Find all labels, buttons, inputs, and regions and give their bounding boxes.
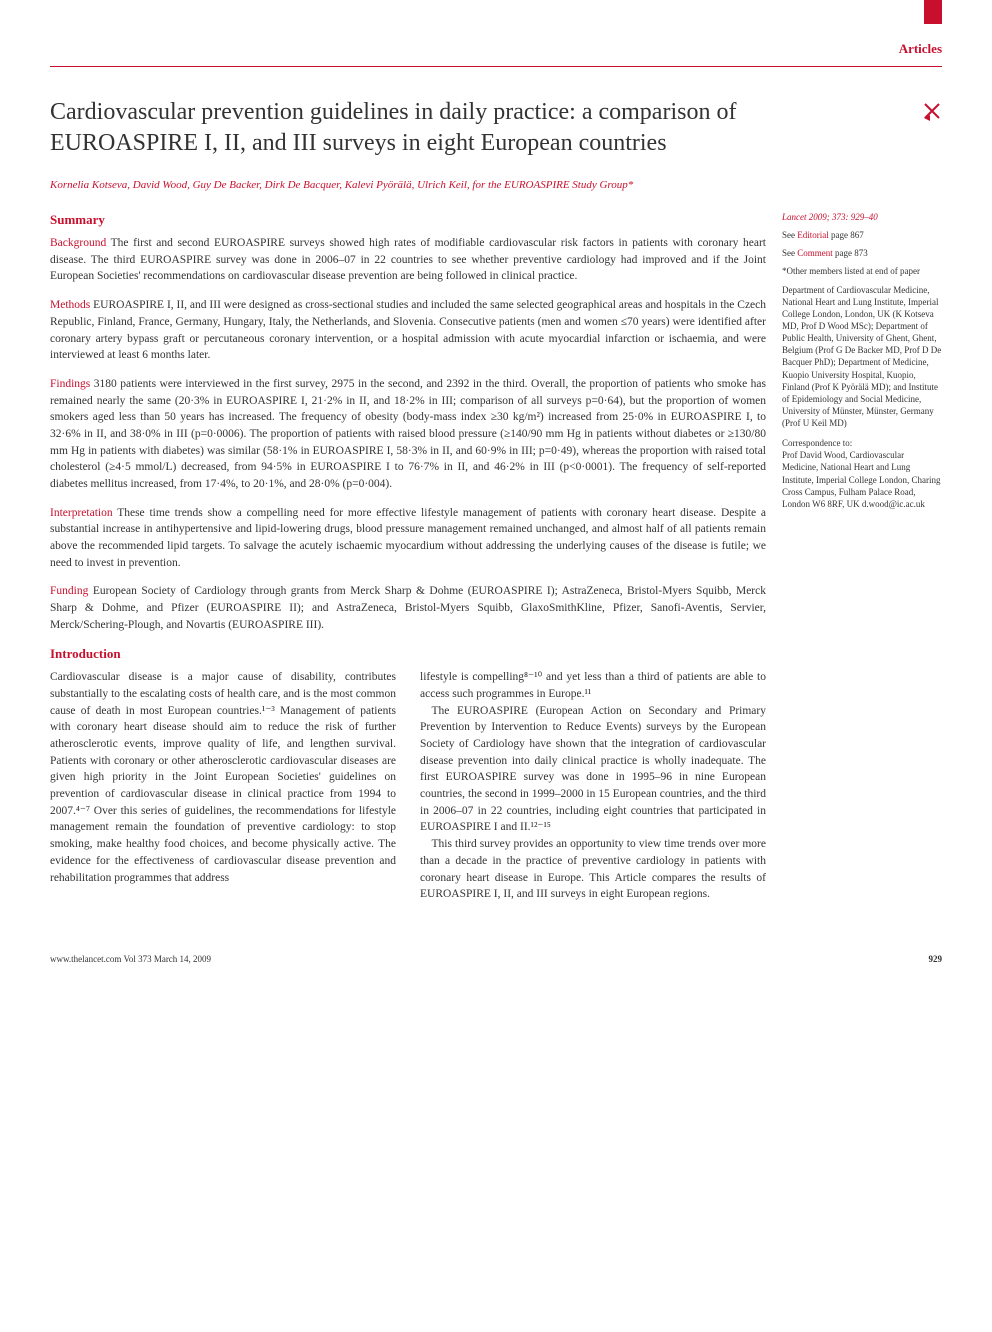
section-label: Articles	[899, 40, 942, 58]
summary-funding: Funding European Society of Cardiology t…	[50, 583, 766, 633]
header-bar: Articles	[50, 40, 942, 58]
funding-label: Funding	[50, 585, 88, 597]
corner-box	[924, 0, 942, 24]
intro-col2-p1: lifestyle is compelling⁸⁻¹⁰ and yet less…	[420, 669, 766, 702]
findings-text: 3180 patients were interviewed in the fi…	[50, 378, 766, 490]
members-note: *Other members listed at end of paper	[782, 265, 942, 277]
summary-interpretation: Interpretation These time trends show a …	[50, 505, 766, 572]
summary-heading: Summary	[50, 211, 766, 229]
correspondence-text: Prof David Wood, Cardiovascular Medicine…	[782, 449, 942, 510]
comment-link[interactable]: See Comment page 873	[782, 247, 942, 259]
footer: www.thelancet.com Vol 373 March 14, 2009…	[50, 953, 942, 966]
page-number: 929	[929, 953, 943, 966]
methods-label: Methods	[50, 299, 90, 311]
intro-columns: Cardiovascular disease is a major cause …	[50, 669, 766, 902]
background-label: Background	[50, 237, 106, 249]
editorial-link[interactable]: See Editorial page 867	[782, 229, 942, 241]
methods-text: EUROASPIRE I, II, and III were designed …	[50, 299, 766, 361]
summary-methods: Methods EUROASPIRE I, II, and III were d…	[50, 297, 766, 364]
content-wrapper: Summary Background The first and second …	[50, 211, 942, 903]
footer-left: www.thelancet.com Vol 373 March 14, 2009	[50, 953, 211, 966]
article-title: Cardiovascular prevention guidelines in …	[50, 97, 922, 159]
intro-col1: Cardiovascular disease is a major cause …	[50, 669, 396, 902]
correspondence-label: Correspondence to:	[782, 437, 942, 449]
introduction-heading: Introduction	[50, 645, 766, 663]
crossmark-icon	[922, 101, 942, 128]
summary-background: Background The first and second EUROASPI…	[50, 235, 766, 285]
summary-findings: Findings 3180 patients were interviewed …	[50, 376, 766, 493]
header-rule	[50, 66, 942, 67]
funding-text: European Society of Cardiology through g…	[50, 585, 766, 630]
intro-col2: lifestyle is compelling⁸⁻¹⁰ and yet less…	[420, 669, 766, 902]
affiliations: Department of Cardiovascular Medicine, N…	[782, 284, 942, 430]
title-row: Cardiovascular prevention guidelines in …	[50, 97, 942, 159]
authors-line: Kornelia Kotseva, David Wood, Guy De Bac…	[50, 178, 942, 193]
findings-label: Findings	[50, 378, 90, 390]
citation: Lancet 2009; 373: 929–40	[782, 211, 942, 223]
intro-col2-p3: This third survey provides an opportunit…	[420, 836, 766, 903]
intro-col2-p2: The EUROASPIRE (European Action on Secon…	[420, 703, 766, 836]
side-column: Lancet 2009; 373: 929–40 See Editorial p…	[782, 211, 942, 903]
correspondence: Correspondence to: Prof David Wood, Card…	[782, 437, 942, 510]
background-text: The first and second EUROASPIRE surveys …	[50, 237, 766, 282]
interpretation-label: Interpretation	[50, 507, 113, 519]
main-column: Summary Background The first and second …	[50, 211, 766, 903]
intro-col1-p1: Cardiovascular disease is a major cause …	[50, 669, 396, 886]
interpretation-text: These time trends show a compelling need…	[50, 507, 766, 569]
